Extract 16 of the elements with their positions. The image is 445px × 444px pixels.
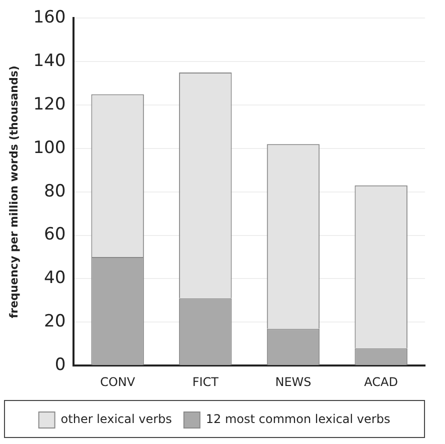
legend-label: other lexical verbs (60, 412, 172, 426)
y-tick-label: 40 (44, 268, 66, 288)
y-tick-label: 160 (33, 8, 66, 28)
y-tick-label: 20 (44, 312, 66, 332)
x-tick-label: ACAD (364, 374, 398, 389)
y-tick-label: 140 (33, 51, 66, 72)
x-tick-label: FICT (192, 374, 220, 389)
y-tick-label: 120 (33, 94, 66, 114)
y-tick-label: 0 (54, 355, 66, 376)
legend-label: 12 most common lexical verbs (206, 412, 390, 426)
x-tick-label: CONV (100, 374, 136, 389)
x-tick-label: NEWS (275, 374, 312, 389)
y-tick-label: 60 (44, 224, 66, 245)
y-axis-title: frequency per million words (thousands) (7, 66, 20, 318)
y-tick-label: 80 (44, 181, 66, 202)
y-tick-label: 100 (33, 138, 66, 158)
